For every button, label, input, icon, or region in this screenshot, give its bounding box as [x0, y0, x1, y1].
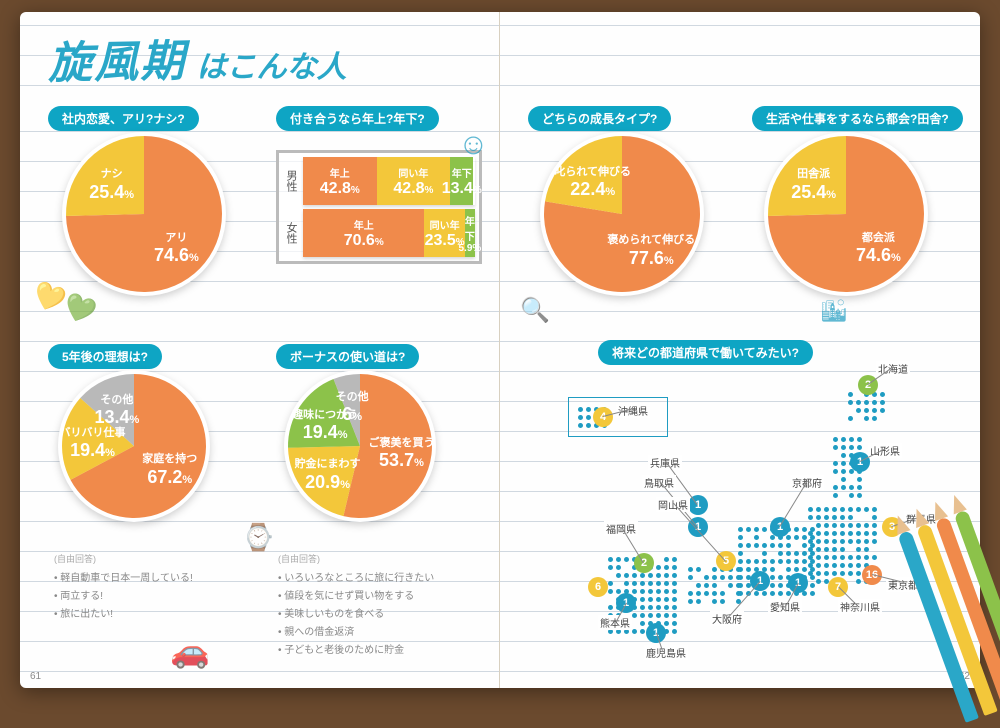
- map-prefecture-label: 熊本県: [598, 615, 632, 630]
- free-answers-a: (自由回答)軽自動車で日本一周している!両立する!旅に出たい!: [54, 552, 254, 623]
- notebook-spread: 旋風期 はこんな人 社内恋愛、アリ?ナシ? アリ74.6% ナシ25.4% 付き合…: [20, 12, 980, 688]
- stacked-segment: 年上70.6%: [303, 209, 424, 257]
- free-answer-item: 美味しいものを食べる: [278, 605, 488, 620]
- q4-pie: 都会派74.6% 田舎派25.4%: [762, 130, 930, 303]
- free-answer-item: 親への借金返済: [278, 623, 488, 638]
- map-prefecture-label: 愛知県: [768, 599, 802, 614]
- free-answers-b: (自由回答)いろいろなところに旅に行きたい値段を気にせず買い物をする美味しいもの…: [278, 552, 488, 659]
- stacked-segment: 同い年42.8%: [377, 157, 451, 205]
- free-answer-item: 両立する!: [54, 587, 254, 602]
- q6-header: ボーナスの使い道は?: [276, 344, 419, 369]
- map-count-badge: 1: [770, 517, 790, 537]
- page-left: 旋風期 はこんな人 社内恋愛、アリ?ナシ? アリ74.6% ナシ25.4% 付き合…: [20, 12, 500, 688]
- page-title: 旋風期 はこんな人: [48, 26, 346, 90]
- map-count-badge: 6: [588, 577, 608, 597]
- free-answer-item: 軽自動車で日本一周している!: [54, 569, 254, 584]
- car-doodle-icon: 🚗: [170, 632, 210, 670]
- map-count-badge: 4: [593, 407, 613, 427]
- q2-header: 付き合うなら年上?年下?: [276, 106, 439, 131]
- magnifier-doodle-icon: 🔍: [520, 296, 550, 325]
- q3-header: どちらの成長タイプ?: [528, 106, 671, 131]
- stacked-segment: 年下5.9%: [465, 209, 475, 257]
- map-prefecture-label: 山形県: [868, 443, 902, 458]
- pie-slice-label: その他13.4%: [72, 394, 162, 429]
- stacked-row: 年上42.8%同い年42.8%年下13.4%: [303, 157, 475, 205]
- title-brush: 旋風期: [47, 25, 186, 91]
- map-prefecture-label: 大阪府: [710, 611, 744, 626]
- watch-doodle-icon: ⌚: [242, 522, 274, 553]
- map-prefecture-label: 岡山県: [656, 497, 690, 512]
- face-doodle-icon: ☺: [458, 128, 489, 162]
- pie-slice-label: 褒められて伸びる77.6%: [606, 234, 696, 269]
- pie-slice-label: その他6%: [307, 391, 397, 426]
- map-count-badge: 1: [850, 452, 870, 472]
- pie-slice-label: 叱られて伸びる22.4%: [548, 166, 638, 201]
- pie-slice-label: バリバリ仕事19.4%: [48, 427, 138, 462]
- q4-header: 生活や仕事をするなら都会?田舎?: [752, 106, 963, 131]
- stacked-row-label: 女性: [283, 209, 299, 257]
- q3-pie: 褒められて伸びる77.6% 叱られて伸びる22.4%: [538, 130, 706, 303]
- buildings-doodle-icon: 🏙: [820, 298, 848, 324]
- pie-slice-label: アリ74.6%: [131, 232, 221, 267]
- pie-slice-label: 家庭を持つ67.2%: [125, 453, 215, 488]
- q5-header: 5年後の理想は?: [48, 344, 162, 369]
- map-prefecture-label: 神奈川県: [838, 599, 882, 614]
- q5-pie: 家庭を持つ67.2%バリバリ仕事19.4%その他13.4%: [56, 368, 212, 529]
- pie-slice-label: ナシ25.4%: [67, 168, 157, 203]
- page-number-left: 61: [30, 671, 41, 682]
- free-answer-item: いろいろなところに旅に行きたい: [278, 569, 488, 584]
- map-prefecture-label: 鹿児島県: [644, 645, 688, 660]
- stacked-row-label: 男性: [283, 157, 299, 205]
- q2-stacked-bars: 男性年上42.8%同い年42.8%年下13.4%女性年上70.6%同い年23.5…: [276, 150, 482, 264]
- map-header: 将来どの都道府県で働いてみたい?: [598, 340, 813, 365]
- pie-slice-label: 都会派74.6%: [833, 232, 923, 267]
- free-answer-item: 子どもと老後のために貯金: [278, 641, 488, 656]
- page-right: どちらの成長タイプ? 褒められて伸びる77.6% 叱られて伸びる22.4% 生活や…: [500, 12, 980, 688]
- pie-slice-label: 貯金にまわす20.9%: [283, 458, 373, 493]
- title-rest: はこんな人: [196, 51, 346, 84]
- stacked-segment: 年上42.8%: [303, 157, 377, 205]
- q6-pie: ご褒美を買う53.7%貯金にまわす20.9%趣味につかう19.4%その他6%: [282, 368, 438, 529]
- stacked-row: 年上70.6%同い年23.5%年下5.9%: [303, 209, 475, 257]
- q1-pie: アリ74.6% ナシ25.4%: [60, 130, 228, 303]
- free-answer-item: 値段を気にせず買い物をする: [278, 587, 488, 602]
- pie-slice-label: 田舎派25.4%: [769, 168, 859, 203]
- map-count-badge: 2: [634, 553, 654, 573]
- free-answer-item: 旅に出たい!: [54, 605, 254, 620]
- stacked-segment: 年下13.4%: [450, 157, 473, 205]
- q1-header: 社内恋愛、アリ?ナシ?: [48, 106, 199, 131]
